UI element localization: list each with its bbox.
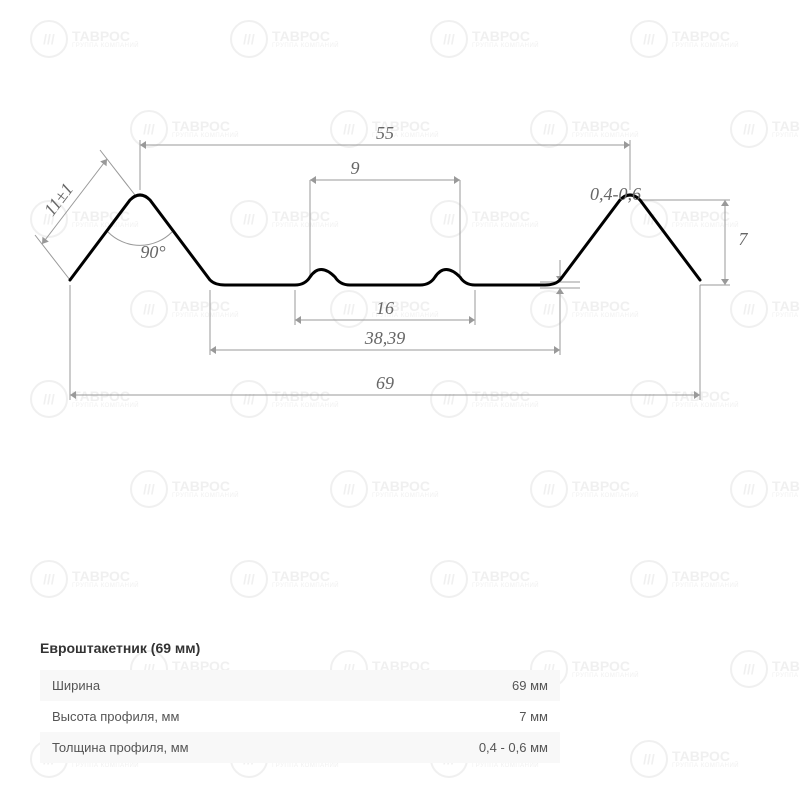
svg-text:16: 16 bbox=[376, 298, 394, 318]
svg-text:7: 7 bbox=[739, 229, 749, 249]
svg-text:90°: 90° bbox=[140, 242, 165, 262]
watermark: ///ТАВРОСГРУППА КОМПАНИЙ bbox=[230, 560, 339, 598]
watermark: ///ТАВРОСГРУППА КОМПАНИЙ bbox=[430, 560, 539, 598]
spec-row: Толщина профиля, мм 0,4 - 0,6 мм bbox=[40, 732, 560, 763]
watermark: ///ТАВРОСГРУППА КОМПАНИЙ bbox=[630, 740, 739, 778]
spec-value: 69 мм bbox=[512, 678, 560, 693]
svg-text:55: 55 bbox=[376, 123, 394, 143]
svg-text:38,39: 38,39 bbox=[364, 328, 406, 348]
watermark: ///ТАВРОСГРУППА КОМПАНИЙ bbox=[630, 560, 739, 598]
spec-title: Евроштакетник (69 мм) bbox=[40, 640, 560, 656]
watermark: ///ТАВРОСГРУППА КОМПАНИЙ bbox=[30, 560, 139, 598]
watermark: ///ТАВРОСГРУППА КОМПАНИЙ bbox=[730, 650, 800, 688]
spec-label: Ширина bbox=[40, 678, 100, 693]
svg-text:11±1: 11±1 bbox=[40, 179, 77, 219]
svg-text:0,4-0,6: 0,4-0,6 bbox=[590, 184, 641, 204]
svg-text:9: 9 bbox=[351, 158, 360, 178]
spec-row: Высота профиля, мм 7 мм bbox=[40, 701, 560, 732]
svg-text:69: 69 bbox=[376, 373, 394, 393]
spec-value: 0,4 - 0,6 мм bbox=[479, 740, 560, 755]
spec-label: Высота профиля, мм bbox=[40, 709, 179, 724]
spec-value: 7 мм bbox=[519, 709, 560, 724]
spec-label: Толщина профиля, мм bbox=[40, 740, 189, 755]
profile-diagram: 55 9 16 38,39 69 7 0,4-0,6 90° 11±1 bbox=[0, 0, 800, 500]
spec-row: Ширина 69 мм bbox=[40, 670, 560, 701]
spec-table: Евроштакетник (69 мм) Ширина 69 мм Высота … bbox=[40, 640, 560, 763]
